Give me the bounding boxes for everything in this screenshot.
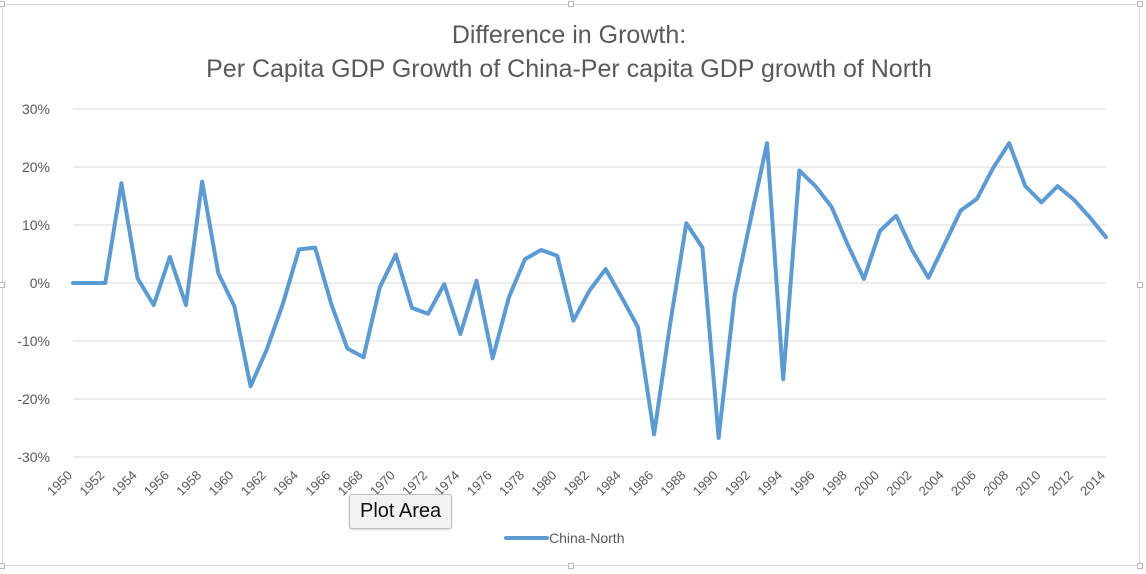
chart-title[interactable]: Difference in Growth: Per Capita GDP Gro… xyxy=(206,21,932,83)
x-tick-label: 1992 xyxy=(722,468,753,499)
x-tick-label: 1978 xyxy=(496,468,527,499)
x-tick-label: 1962 xyxy=(238,468,269,499)
x-tick-label: 2002 xyxy=(883,468,914,499)
legend[interactable]: China-North xyxy=(504,530,624,546)
resize-handle-bottom-left[interactable] xyxy=(0,563,5,569)
x-tick-label: 1952 xyxy=(76,468,107,499)
y-tick-label: -30% xyxy=(17,449,50,465)
resize-handle-top-right[interactable] xyxy=(1137,1,1143,7)
chart-title-line-1: Difference in Growth: xyxy=(452,21,686,49)
x-tick-label: 1966 xyxy=(302,468,333,499)
x-tick-label: 1956 xyxy=(141,468,172,499)
plot-area-tooltip: Plot Area xyxy=(349,494,453,529)
x-tick-label: 1994 xyxy=(754,468,785,499)
x-tick-label: 2000 xyxy=(851,468,882,499)
resize-handle-bottom-center[interactable] xyxy=(568,563,574,569)
x-tick-label: 1998 xyxy=(819,468,850,499)
resize-handle-top-left[interactable] xyxy=(0,1,5,7)
x-tick-label: 1958 xyxy=(173,468,204,499)
legend-label-china-north: China-North xyxy=(549,530,624,546)
y-tick-label: -20% xyxy=(17,391,50,407)
x-tick-label: 1960 xyxy=(205,468,236,499)
x-tick-label: 1996 xyxy=(787,468,818,499)
resize-handle-middle-left[interactable] xyxy=(0,282,5,288)
x-tick-label: 1976 xyxy=(464,468,495,499)
resize-handle-middle-right[interactable] xyxy=(1137,282,1143,288)
x-tick-label: 1954 xyxy=(109,468,140,499)
x-tick-label: 2008 xyxy=(980,468,1011,499)
series-line-china-north[interactable] xyxy=(71,141,1108,440)
x-tick-label: 2004 xyxy=(916,468,947,499)
plot-area[interactable]: -30% -20% -10% 0% 10% 20% 30% 1950 1952 1954 1956… xyxy=(17,101,1108,499)
x-tick-label: 2010 xyxy=(1013,468,1044,499)
y-tick-label: -10% xyxy=(17,333,50,349)
y-tick-label: 30% xyxy=(22,101,50,117)
x-tick-label: 1950 xyxy=(44,468,75,499)
chart-frame[interactable] xyxy=(2,4,1140,566)
x-tick-label: 1986 xyxy=(625,468,656,499)
x-tick-label: 1964 xyxy=(270,468,301,499)
x-tick-label: 2014 xyxy=(1077,468,1108,499)
x-tick-label: 2012 xyxy=(1045,468,1076,499)
x-tick-label: 1982 xyxy=(561,468,592,499)
x-tick-label: 1988 xyxy=(657,468,688,499)
x-tick-label: 1984 xyxy=(593,468,624,499)
y-tick-label: 20% xyxy=(22,159,50,175)
x-tick-label: 2006 xyxy=(948,468,979,499)
chart-title-line-2: Per Capita GDP Growth of China-Per capit… xyxy=(206,55,932,83)
x-tick-label: 1990 xyxy=(690,468,721,499)
x-tick-label: 1980 xyxy=(528,468,559,499)
resize-handle-top-center[interactable] xyxy=(568,1,574,7)
y-tick-label: 0% xyxy=(30,275,50,291)
resize-handle-bottom-right[interactable] xyxy=(1137,563,1143,569)
y-tick-label: 10% xyxy=(22,217,50,233)
